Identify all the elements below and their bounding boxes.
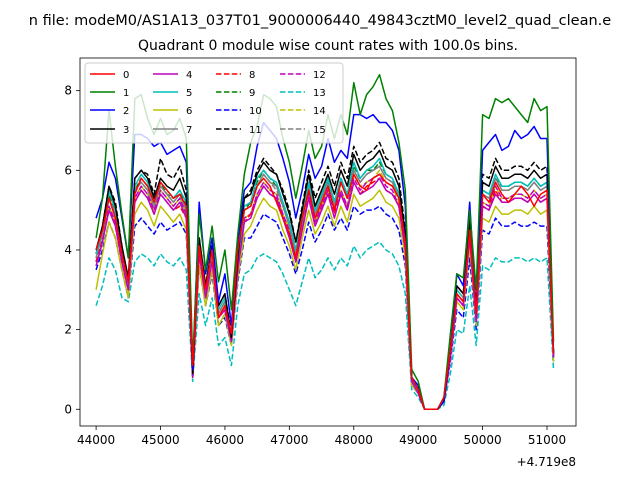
legend-frame <box>84 62 344 144</box>
x-tick-label: 44000 <box>77 433 115 447</box>
legend-label: 2 <box>123 106 129 117</box>
legend-label: 9 <box>249 88 255 99</box>
y-tick-label: 6 <box>64 163 72 177</box>
legend-label: 7 <box>186 125 192 136</box>
legend-label: 3 <box>123 125 129 136</box>
x-offset-label: +4.719e8 <box>517 455 576 469</box>
legend-label: 8 <box>249 70 255 81</box>
legend-label: 1 <box>123 88 129 99</box>
legend-label: 6 <box>186 106 192 117</box>
x-tick-label: 50000 <box>464 433 502 447</box>
y-tick-label: 0 <box>64 402 72 416</box>
legend-label: 13 <box>313 88 326 99</box>
plot-frame <box>79 57 577 427</box>
legend-label: 12 <box>313 70 326 81</box>
legend-label: 0 <box>123 70 129 81</box>
series-line-12 <box>95 173 555 411</box>
legend-label: 14 <box>313 106 326 117</box>
legend-label: 10 <box>249 106 262 117</box>
series-line-13 <box>95 241 555 411</box>
series-line-0 <box>95 173 555 411</box>
legend-label: 11 <box>249 125 262 136</box>
legend-label: 4 <box>186 70 192 81</box>
x-tick-label: 45000 <box>141 433 179 447</box>
legend-label: 5 <box>186 88 192 99</box>
x-tick-label: 47000 <box>270 433 308 447</box>
y-tick-label: 2 <box>64 323 72 337</box>
y-tick-label: 4 <box>64 243 72 257</box>
x-tick-label: 49000 <box>399 433 437 447</box>
chart-title: Quadrant 0 module wise count rates with … <box>138 38 518 54</box>
x-axis: 44000 45000 46000 47000 48000 49000 50000 51000 <box>77 426 566 447</box>
file-name-line: n file: modeM0/AS1A13_037T01_9000006440_… <box>29 13 612 29</box>
y-tick-label: 8 <box>64 84 72 98</box>
series-layer <box>95 73 555 411</box>
x-tick-label: 48000 <box>335 433 373 447</box>
y-axis: 0 2 4 6 8 <box>64 84 80 416</box>
legend-label: 15 <box>313 125 326 136</box>
x-tick-label: 46000 <box>206 433 244 447</box>
x-tick-label: 51000 <box>528 433 566 447</box>
